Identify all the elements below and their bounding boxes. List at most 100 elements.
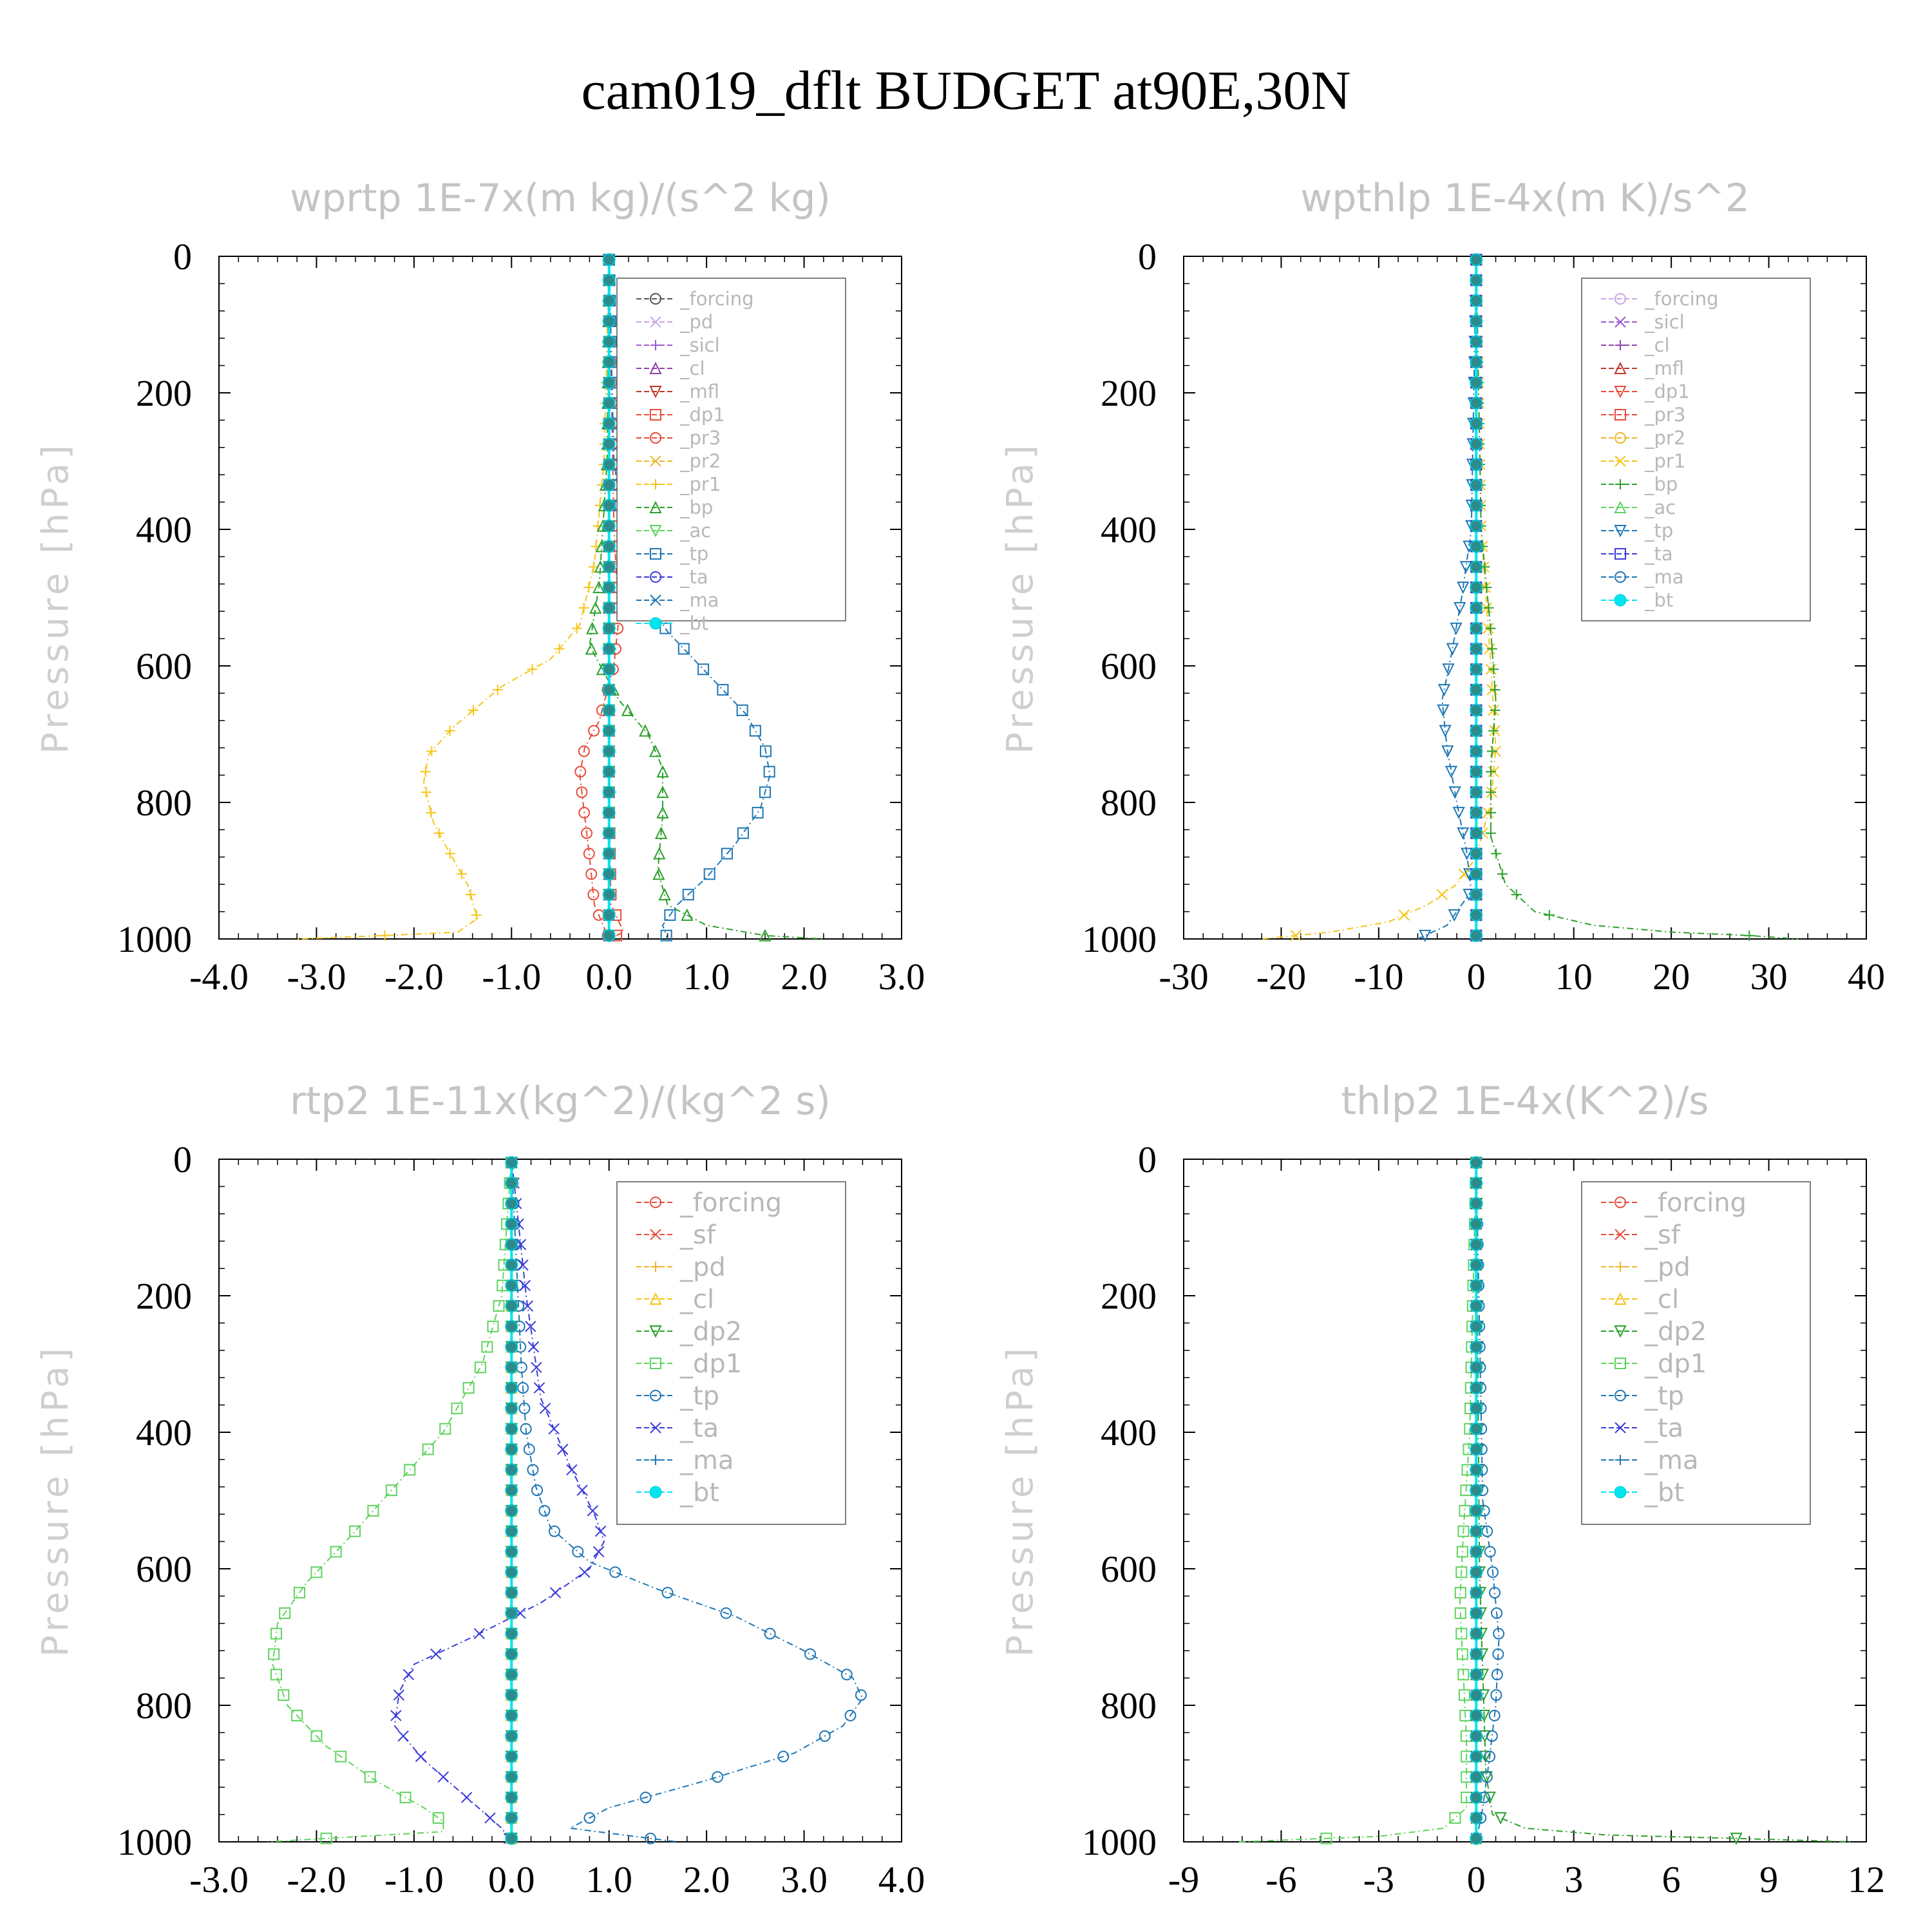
plot-frame (218, 1159, 902, 1842)
data-marker (650, 293, 661, 305)
legend-label: _ta (679, 1414, 719, 1443)
data-marker (1470, 1709, 1483, 1722)
data-marker (505, 1279, 518, 1293)
legend-marker (1614, 594, 1627, 607)
data-marker (1489, 1587, 1501, 1599)
y-tick-label: 0 (1138, 1139, 1157, 1180)
data-marker (527, 1464, 539, 1476)
legend-label: _ta (1644, 1414, 1683, 1443)
legend-label: _dp1 (679, 1349, 742, 1379)
data-marker (390, 1710, 402, 1721)
data-marker (1491, 848, 1502, 859)
legend-item: _tp (636, 543, 708, 565)
data-marker (439, 1423, 451, 1435)
panel-title: wprtp 1E-7x(m kg)/(s^2 kg) (290, 176, 831, 221)
data-marker (1483, 602, 1494, 613)
legend-label: _dp2 (1644, 1317, 1707, 1347)
data-marker (677, 643, 690, 655)
data-marker (505, 1177, 518, 1190)
legend-label: _bt (1644, 1478, 1684, 1508)
data-marker (602, 376, 616, 390)
legend-label: _tp (1644, 1381, 1684, 1411)
data-marker (1615, 1390, 1626, 1401)
legend-item: _ta (636, 1414, 719, 1443)
data-marker (602, 560, 616, 574)
panel-2: wpthlp 1E-4x(m K)/s^2 Pressure [hPa] -30 -2… (999, 176, 1885, 998)
data-marker (1615, 455, 1626, 467)
data-marker (1470, 703, 1483, 717)
data-marker (1470, 1361, 1483, 1374)
legend-item: _ta (636, 566, 708, 588)
data-marker (1484, 1546, 1496, 1558)
legend-item: _ma (636, 589, 719, 611)
y-tick-label: 200 (136, 372, 192, 414)
data-marker (291, 1709, 303, 1721)
data-marker (1456, 1648, 1468, 1660)
data-marker (505, 1238, 518, 1251)
data-marker (1481, 582, 1492, 593)
data-marker (1470, 724, 1483, 737)
data-marker (1470, 1422, 1483, 1435)
legend-item: _dp1 (1601, 1349, 1707, 1379)
data-marker (421, 787, 431, 798)
data-marker (585, 642, 598, 655)
legend-label: _pd (679, 311, 713, 333)
data-marker (1470, 581, 1483, 594)
data-marker (1454, 1607, 1466, 1619)
data-marker (1470, 908, 1483, 922)
data-marker (1470, 355, 1483, 369)
data-marker (1470, 1217, 1483, 1231)
data-marker (749, 724, 761, 737)
data-marker (1470, 1606, 1483, 1620)
data-marker (583, 1812, 596, 1824)
data-marker (658, 887, 671, 901)
data-marker (1614, 361, 1627, 374)
x-tick-label: 2.0 (683, 1859, 730, 1900)
legend-item: _ac (636, 520, 711, 542)
data-marker (1470, 663, 1483, 676)
data-marker (293, 1587, 305, 1599)
data-marker (1470, 458, 1483, 471)
data-marker (650, 594, 661, 606)
data-marker (681, 908, 694, 921)
data-marker (1470, 417, 1483, 430)
data-marker (426, 807, 437, 818)
data-marker (650, 1197, 661, 1208)
data-marker (465, 889, 476, 900)
y-tick-label: 200 (1101, 1275, 1157, 1317)
data-marker (1488, 664, 1499, 675)
y-axis-label: Pressure [hPa] (999, 441, 1041, 754)
data-marker (1614, 500, 1627, 513)
data-marker (602, 724, 616, 737)
y-tick-label: 600 (136, 1548, 192, 1590)
series-line (297, 256, 610, 940)
data-marker (736, 704, 748, 716)
data-marker (505, 1299, 518, 1312)
data-marker (602, 908, 616, 922)
data-marker (1486, 746, 1497, 757)
y-tick-label: 800 (136, 782, 192, 824)
data-marker (1615, 1229, 1626, 1240)
data-marker (432, 1812, 444, 1824)
legend-label: _bt (679, 612, 708, 634)
data-marker (1470, 888, 1483, 902)
data-marker (1470, 1484, 1483, 1497)
data-marker (531, 1484, 544, 1497)
data-marker (1470, 1279, 1483, 1293)
data-marker (585, 868, 598, 880)
data-marker (588, 724, 600, 737)
legend-label: _dp1 (1644, 1349, 1707, 1379)
data-marker (505, 1422, 518, 1435)
data-marker (1470, 744, 1483, 758)
data-marker (505, 1729, 518, 1743)
main-title: cam019_dflt BUDGET at90E,30N (581, 59, 1351, 121)
series-line (1475, 256, 1799, 940)
data-marker (777, 1750, 790, 1763)
data-marker (602, 478, 616, 492)
x-tick-label: -4.0 (189, 956, 249, 998)
data-marker (1470, 396, 1483, 410)
data-marker (602, 683, 616, 697)
data-marker (505, 1566, 518, 1579)
data-marker (1470, 642, 1483, 656)
legend-label: _cl (1644, 1285, 1679, 1314)
